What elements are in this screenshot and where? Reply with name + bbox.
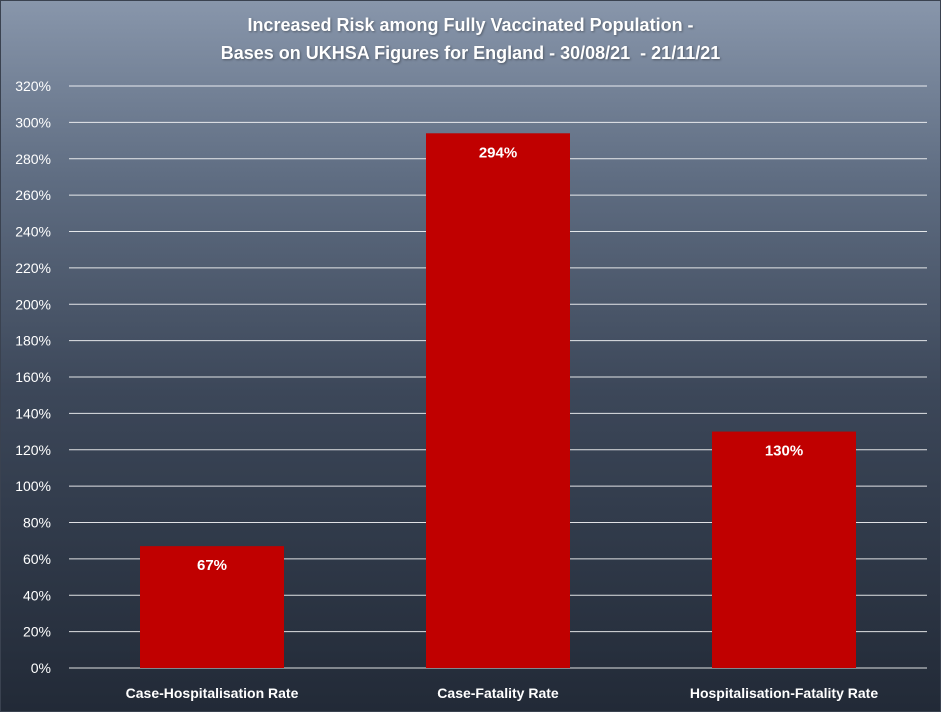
bar xyxy=(426,133,570,669)
y-tick-label: 120% xyxy=(15,442,51,458)
y-tick-label: 100% xyxy=(15,478,51,494)
bar xyxy=(140,546,284,668)
data-label: 67% xyxy=(197,557,227,574)
y-tick-label: 300% xyxy=(15,114,51,130)
data-label: 130% xyxy=(765,443,803,460)
y-tick-label: 240% xyxy=(15,224,51,240)
chart-title-line-2: Bases on UKHSA Figures for England - 30/… xyxy=(220,43,721,63)
y-tick-label: 200% xyxy=(15,296,51,312)
y-tick-label: 0% xyxy=(31,660,51,676)
chart-title-line-1: Increased Risk among Fully Vaccinated Po… xyxy=(247,15,694,35)
y-tick-label: 180% xyxy=(15,333,51,349)
y-tick-label: 220% xyxy=(15,260,51,276)
y-tick-label: 280% xyxy=(15,151,51,167)
chart-title: Increased Risk among Fully Vaccinated Po… xyxy=(1,11,940,67)
y-tick-label: 40% xyxy=(23,587,51,603)
y-tick-label: 320% xyxy=(15,78,51,94)
y-tick-label: 80% xyxy=(23,515,51,531)
data-label: 294% xyxy=(479,144,517,161)
y-tick-label: 60% xyxy=(23,551,51,567)
x-category-label: Case-Hospitalisation Rate xyxy=(126,685,299,701)
y-tick-label: 160% xyxy=(15,369,51,385)
x-category-label: Case-Fatality Rate xyxy=(437,685,559,701)
y-tick-label: 140% xyxy=(15,405,51,421)
x-category-label: Hospitalisation-Fatality Rate xyxy=(690,685,878,701)
y-tick-label: 20% xyxy=(23,624,51,640)
bar xyxy=(712,431,856,668)
y-tick-label: 260% xyxy=(15,187,51,203)
